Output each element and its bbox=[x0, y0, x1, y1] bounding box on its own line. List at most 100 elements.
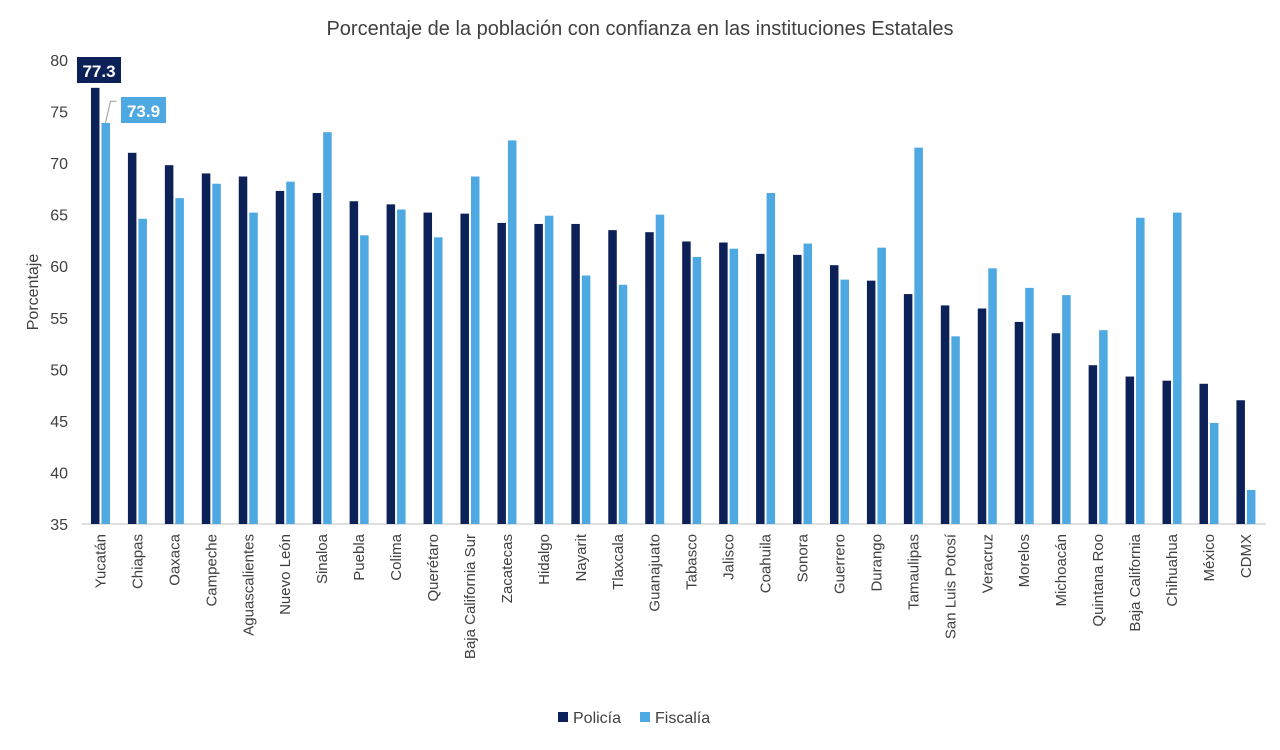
bar-fiscalia bbox=[249, 212, 258, 525]
x-tick-label: Campeche bbox=[203, 534, 220, 607]
x-tick-label: Puebla bbox=[351, 533, 368, 580]
bar-fiscalia bbox=[618, 284, 628, 524]
data-label-policia: 77.3 bbox=[82, 62, 115, 81]
x-tick-label: Hidalgo bbox=[536, 534, 553, 585]
x-tick-label: Sonora bbox=[795, 533, 812, 582]
x-tick-label: Nuevo León bbox=[277, 534, 294, 615]
x-tick-label: Aguascalientes bbox=[240, 534, 257, 636]
bar-fiscalia bbox=[729, 248, 739, 524]
data-label-box-fiscalia bbox=[121, 97, 166, 123]
x-tick-label: Baja California Sur bbox=[462, 534, 479, 659]
x-tick-label: Guanajuato bbox=[647, 534, 664, 612]
x-tick-label: Querétaro bbox=[425, 534, 442, 602]
y-tick-label: 45 bbox=[50, 414, 68, 431]
x-tick-label: Chihuahua bbox=[1164, 533, 1181, 606]
bar-policia bbox=[1051, 333, 1061, 524]
legend-swatch-fiscalia bbox=[640, 712, 650, 722]
legend: Policía Fiscalía bbox=[558, 710, 710, 727]
bar-policia bbox=[1088, 365, 1098, 524]
x-tick-label: Guerrero bbox=[831, 534, 848, 594]
bar-policia bbox=[312, 193, 322, 524]
x-tick-label: San Luis Potosí bbox=[942, 533, 959, 639]
bar-fiscalia bbox=[397, 209, 406, 524]
bar-fiscalia bbox=[1173, 212, 1182, 525]
bar-fiscalia bbox=[951, 336, 960, 524]
bar-fiscalia bbox=[470, 176, 480, 524]
bar-fiscalia bbox=[877, 247, 886, 524]
x-tick-label: México bbox=[1201, 534, 1218, 582]
x-tick-label: Jalisco bbox=[721, 534, 738, 580]
bar-fiscalia bbox=[507, 140, 517, 524]
bar-fiscalia bbox=[323, 132, 332, 524]
legend-swatch-policia bbox=[558, 712, 568, 722]
bar-fiscalia bbox=[434, 237, 443, 524]
y-tick-label: 40 bbox=[50, 465, 68, 482]
x-tick-label: Veracruz bbox=[979, 534, 996, 593]
bar-fiscalia bbox=[1246, 489, 1256, 524]
data-label-fiscalia: 73.9 bbox=[127, 102, 160, 121]
bar-policia bbox=[903, 294, 913, 524]
x-tick-label: Quintana Roo bbox=[1090, 534, 1107, 627]
x-tick-label: Michoacán bbox=[1053, 534, 1070, 607]
bar-policia bbox=[423, 212, 433, 525]
x-tick-label: Zacatecas bbox=[499, 534, 516, 603]
bar-policia bbox=[1199, 383, 1208, 524]
x-tick-label: Coahuila bbox=[758, 533, 775, 593]
bar-policia bbox=[1162, 380, 1172, 524]
bar-fiscalia bbox=[840, 279, 849, 524]
bar-fiscalia bbox=[1099, 330, 1108, 524]
legend-label-fiscalia: Fiscalía bbox=[655, 710, 710, 727]
bar-policia bbox=[238, 176, 248, 524]
bar-policia bbox=[90, 87, 100, 524]
bar-fiscalia bbox=[581, 275, 591, 524]
bar-fiscalia bbox=[1136, 217, 1145, 524]
bar-fiscalia bbox=[544, 215, 554, 524]
bar-fiscalia bbox=[988, 268, 997, 524]
bar-policia bbox=[349, 201, 359, 525]
x-tick-label: Morelos bbox=[1016, 534, 1033, 587]
x-tick-label: Tlaxcala bbox=[610, 533, 627, 590]
x-tick-label: Nayarit bbox=[573, 533, 590, 581]
data-label-leader-line bbox=[104, 100, 117, 124]
x-tick-label: Sinaloa bbox=[314, 533, 331, 584]
y-tick-label: 80 bbox=[50, 53, 68, 70]
x-tick-label: Oaxaca bbox=[166, 533, 183, 585]
bar-policia bbox=[1014, 321, 1024, 524]
bar-policia bbox=[793, 254, 802, 524]
y-tick-label: 50 bbox=[50, 362, 68, 379]
x-tick-label: Yucatán bbox=[92, 534, 109, 588]
bar-policia bbox=[977, 308, 987, 524]
bar-policia bbox=[756, 253, 765, 525]
bar-policia bbox=[608, 230, 617, 524]
bar-fiscalia bbox=[212, 183, 221, 524]
bar-fiscalia bbox=[1209, 422, 1219, 524]
bar-fiscalia bbox=[138, 218, 147, 524]
x-tick-label: CDMX bbox=[1238, 534, 1255, 578]
bar-policia bbox=[164, 165, 174, 524]
x-tick-label: Durango bbox=[868, 534, 885, 592]
y-tick-label: 35 bbox=[50, 517, 68, 534]
bar-fiscalia bbox=[175, 198, 184, 524]
chart-title: Porcentaje de la población con confianza… bbox=[326, 18, 953, 40]
legend-label-policia: Policía bbox=[573, 710, 621, 727]
bar-fiscalia bbox=[101, 122, 110, 525]
bar-fiscalia bbox=[655, 214, 665, 524]
bar-policia bbox=[866, 280, 876, 524]
bar-policia bbox=[201, 173, 211, 524]
bar-fiscalia bbox=[692, 256, 702, 524]
data-label-box-policia bbox=[77, 57, 121, 83]
x-tick-label: Colima bbox=[388, 533, 405, 580]
bar-fiscalia bbox=[766, 193, 776, 524]
bar-fiscalia bbox=[914, 147, 923, 524]
y-axis-label: Porcentaje bbox=[25, 254, 42, 331]
bar-policia bbox=[940, 305, 950, 524]
y-tick-label: 75 bbox=[50, 105, 68, 122]
bar-fiscalia bbox=[1062, 295, 1071, 524]
y-tick-label: 70 bbox=[50, 156, 68, 173]
y-tick-label: 60 bbox=[50, 259, 68, 276]
x-tick-label: Chiapas bbox=[129, 534, 146, 589]
bar-policia bbox=[682, 241, 691, 524]
bar-policia bbox=[534, 223, 543, 525]
bar-policia bbox=[719, 242, 728, 525]
